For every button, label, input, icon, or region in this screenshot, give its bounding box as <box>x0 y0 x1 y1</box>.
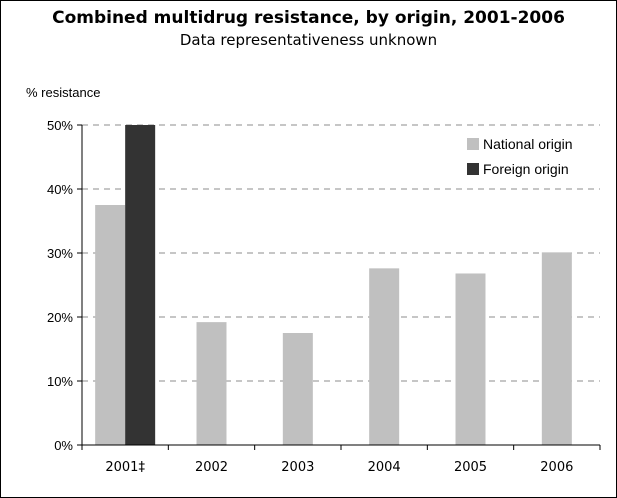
bar-national-origin <box>369 268 400 445</box>
y-tick-label: 40% <box>47 182 73 197</box>
y-axis-label: % resistance <box>26 85 101 100</box>
y-tick-label: 30% <box>47 246 73 261</box>
gridlines <box>82 124 600 382</box>
y-tick-label: 0% <box>54 438 73 453</box>
legend-label: National origin <box>483 136 573 152</box>
legend-swatch <box>467 163 479 175</box>
bar-national-origin <box>455 273 486 445</box>
bars <box>95 125 572 445</box>
x-tick-label: 2005 <box>454 460 487 475</box>
bar-national-origin <box>282 333 313 445</box>
x-tick-label: 2006 <box>540 460 573 475</box>
bar-national-origin <box>541 252 572 445</box>
y-tick-label: 20% <box>47 310 73 325</box>
x-tick-label: 2002 <box>195 460 228 475</box>
legend-label: Foreign origin <box>483 161 569 177</box>
x-tick-label: 2003 <box>281 460 314 475</box>
bar-national-origin <box>196 322 227 445</box>
legend-swatch <box>467 138 479 150</box>
legend: National origin Foreign origin <box>467 136 573 177</box>
axes: 0% 10% 20% 30% 40% 50% 2001‡ 2002 2003 2004 2005 20… <box>47 118 601 475</box>
chart-title: Combined multidrug resistance, by origin… <box>52 8 565 28</box>
y-tick-label: 50% <box>47 118 73 133</box>
bar-foreign-origin <box>125 125 156 445</box>
x-tick-label: 2001‡ <box>105 460 145 475</box>
x-tick-label: 2004 <box>368 460 401 475</box>
bar-national-origin <box>95 205 126 445</box>
y-tick-label: 10% <box>47 374 73 389</box>
chart-subtitle: Data representativeness unknown <box>179 31 438 49</box>
